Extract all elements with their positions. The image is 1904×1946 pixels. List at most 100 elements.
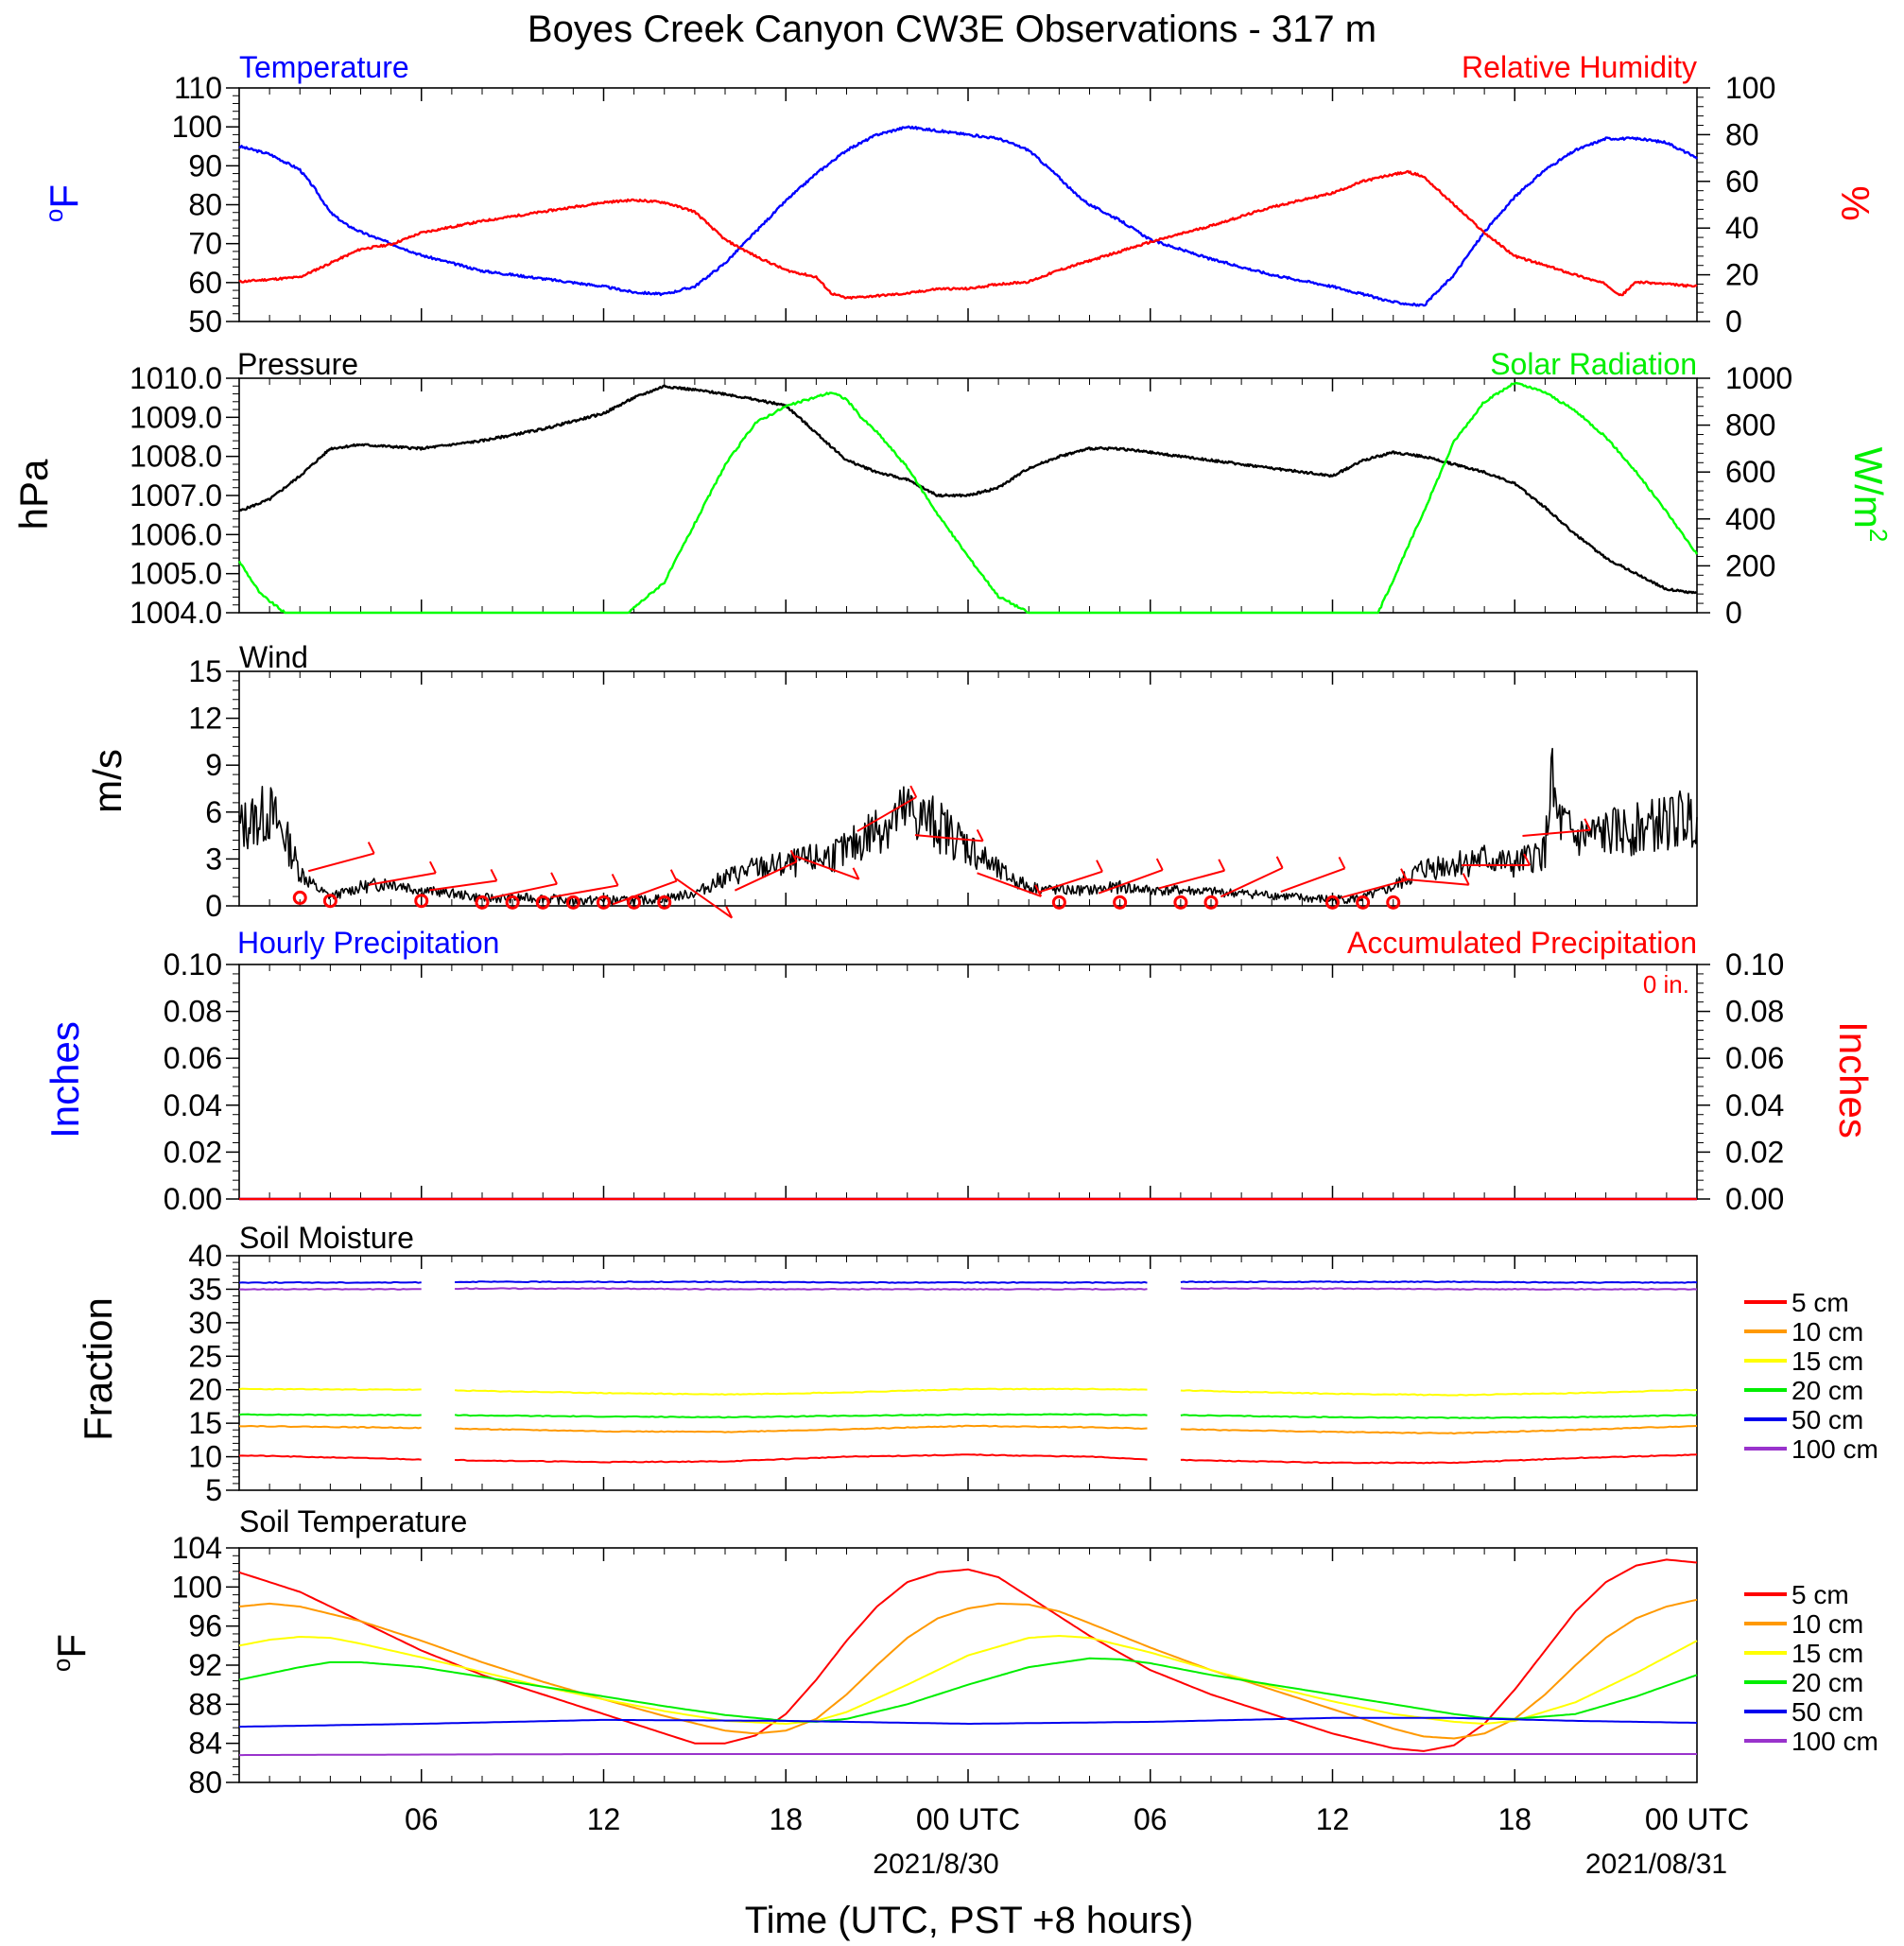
20-cm-line — [238, 1657, 1698, 1723]
degree-symbol: o — [40, 209, 68, 222]
precip-right-tick-label: 0.02 — [1725, 1135, 1784, 1169]
temp-rh-right-tick-label: 80 — [1725, 117, 1759, 151]
legend-label: 5 cm — [1791, 1288, 1849, 1317]
100-cm-line-2 — [1180, 1287, 1698, 1291]
accum-precip-axis-title: Inches — [1831, 1021, 1876, 1138]
wind-barb-flag — [725, 906, 734, 919]
svg-text:oF: oF — [40, 184, 86, 222]
wind-barb-shaft — [612, 879, 678, 906]
legend-label: 20 cm — [1791, 1668, 1863, 1697]
time-tick-label: 18 — [769, 1802, 803, 1836]
wind-barb-flag — [852, 867, 860, 880]
precip-right-tick-label: 0.08 — [1725, 995, 1784, 1029]
soil-moisture-label: Soil Moisture — [239, 1221, 414, 1255]
wind-left-tick-label: 9 — [205, 748, 222, 782]
soil-temp-left-tick-label: 88 — [188, 1687, 222, 1721]
soil-moisture-left-tick-label: 30 — [188, 1306, 222, 1340]
pressure-solar-left-tick-label: 1004.0 — [130, 596, 222, 630]
pressure-solar-right-tick-label: 0 — [1725, 596, 1742, 630]
wind-left-tick-label: 6 — [205, 795, 222, 829]
x-axis-title: Time (UTC, PST +8 hours) — [745, 1900, 1194, 1941]
wind-barb-shaft — [914, 834, 983, 843]
wind-barb-shaft — [1158, 869, 1225, 890]
wind-barb-flag — [1275, 856, 1284, 869]
solar-unit: W/m — [1846, 447, 1891, 529]
legend-label: 10 cm — [1791, 1609, 1863, 1639]
soil-temp-left-tick-label: 84 — [188, 1727, 222, 1761]
time-tick-label: 00 UTC — [916, 1802, 1020, 1836]
precip-left-tick-label: 0.00 — [164, 1182, 222, 1216]
legend-label: 50 cm — [1791, 1405, 1863, 1434]
wind-label: Wind — [239, 640, 308, 674]
wind-barb-flag — [1096, 860, 1103, 873]
pressure-solar-left-tick-label: 1008.0 — [130, 440, 222, 474]
time-tick-label: 06 — [1134, 1802, 1168, 1836]
soil-moisture-left-tick-label: 20 — [188, 1373, 222, 1407]
wind-left-tick-label: 0 — [205, 889, 222, 923]
relative-humidity-line — [238, 169, 1698, 300]
pressure-solar-right-tick-label: 600 — [1725, 455, 1775, 489]
wind-barb-shaft — [428, 879, 497, 892]
soil-moisture-left-tick-label: 10 — [188, 1440, 222, 1474]
temp-rh-right-tick-label: 20 — [1725, 258, 1759, 292]
soil-moisture-left-tick-label: 5 — [205, 1473, 222, 1507]
calm-wind-marker — [565, 895, 580, 910]
calm-wind-marker — [1356, 895, 1371, 910]
wind-barb-flag — [669, 869, 678, 882]
solar-radiation-line — [237, 381, 1699, 615]
temp-rh-left-tick-label: 80 — [188, 188, 222, 222]
soil-moisture-left-tick-label: 40 — [188, 1239, 222, 1273]
precip-right-tick-label: 0.06 — [1725, 1041, 1784, 1075]
wind-barb-shaft — [1220, 866, 1284, 898]
wind-plot: 0 3 6 9 12 15 — [188, 654, 1698, 923]
calm-wind-marker — [1051, 895, 1066, 910]
5-cm-line — [238, 1454, 422, 1461]
wind-barb-shaft — [368, 872, 437, 886]
wind-barb-flag — [1155, 858, 1164, 871]
100-cm-line — [239, 1753, 1697, 1757]
wind-barb-flag — [909, 785, 918, 798]
wind-barb-flag — [789, 849, 798, 862]
precip-left-tick-label: 0.04 — [164, 1088, 222, 1122]
50-cm-line-2 — [1180, 1280, 1698, 1284]
soil-temp-unit: F — [49, 1634, 94, 1659]
soil-temp-left-tick-label: 92 — [188, 1648, 222, 1682]
15-cm-line — [238, 1387, 422, 1391]
20-cm-line — [238, 1413, 422, 1416]
temp-rh-left-tick-label: 70 — [188, 227, 222, 261]
legend-label: 50 cm — [1791, 1697, 1863, 1727]
wind-barb-flag — [550, 872, 558, 885]
wind-barb-flag — [1218, 859, 1226, 872]
pressure-solar-left-tick-label: 1007.0 — [130, 478, 222, 513]
hourly-precip-label: Hourly Precipitation — [237, 926, 499, 960]
wind-barb-flag — [611, 873, 619, 886]
soil-moisture-left-tick-label: 35 — [188, 1272, 222, 1306]
pressure-line — [237, 384, 1698, 595]
time-axis: 06 12 18 00 UTC 06 12 18 00 UTC — [405, 1802, 1749, 1836]
panel-precipitation: Hourly Precipitation Accumulated Precipi… — [43, 926, 1876, 1216]
panel-wind: Wind m/s 0 3 6 9 12 15 — [85, 640, 1698, 923]
legend-label: 100 cm — [1791, 1727, 1878, 1756]
precip-left-tick-label: 0.08 — [164, 995, 222, 1029]
legend-label: 5 cm — [1791, 1580, 1849, 1609]
5-cm-line-1 — [455, 1453, 1148, 1464]
precip-left-tick-label: 0.06 — [164, 1041, 222, 1075]
time-tick-label: 00 UTC — [1645, 1802, 1749, 1836]
soil-degree-symbol: o — [47, 1659, 76, 1672]
wind-barb-shaft — [550, 884, 618, 898]
solar-unit-exponent: 2 — [1864, 529, 1893, 542]
temperature-label: Temperature — [239, 50, 409, 84]
wind-barb-flag — [1584, 818, 1592, 831]
pressure-solar-left-tick-label: 1009.0 — [130, 400, 222, 434]
wind-barb-shaft — [675, 877, 733, 919]
solar-axis-title: W/m2 — [1846, 447, 1893, 543]
svg-text:oF: oF — [47, 1634, 94, 1672]
wind-axis-title: m/s — [85, 749, 130, 813]
temp-rh-left-tick-label: 110 — [174, 71, 222, 105]
temperature-line — [238, 125, 1698, 307]
precip-left-tick-label: 0.02 — [164, 1135, 222, 1169]
